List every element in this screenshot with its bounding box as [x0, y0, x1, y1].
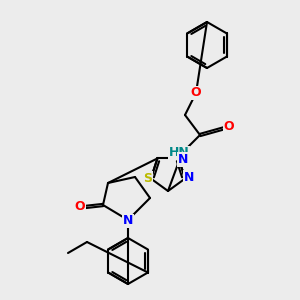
Text: N: N — [177, 153, 188, 166]
Text: HN: HN — [169, 146, 189, 160]
Text: N: N — [123, 214, 133, 227]
Text: O: O — [224, 121, 234, 134]
Text: O: O — [191, 86, 201, 100]
Text: S: S — [143, 172, 152, 185]
Text: N: N — [184, 171, 194, 184]
Text: O: O — [75, 200, 85, 214]
